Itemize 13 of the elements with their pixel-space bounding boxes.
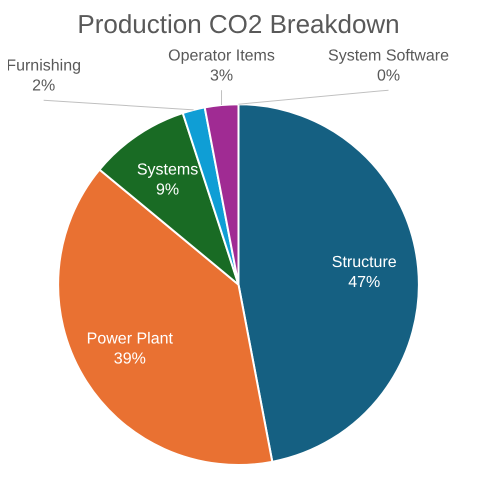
chart-title: Production CO2 Breakdown [77, 8, 400, 39]
data-label: 39% [114, 350, 146, 368]
slice-label: Furnishing [6, 58, 81, 75]
slice-label: Power Plant [86, 330, 174, 348]
data-label: 3% [210, 68, 234, 85]
slice-label: Systems [136, 162, 198, 179]
slice-label: Operator Items [168, 48, 275, 65]
data-label: 9% [156, 182, 180, 199]
data-label: 47% [348, 274, 380, 292]
text: 0% [376, 68, 400, 85]
data-label: 2% [32, 78, 56, 95]
category-label: System Software [328, 48, 449, 65]
slice-label: Structure [332, 254, 397, 272]
